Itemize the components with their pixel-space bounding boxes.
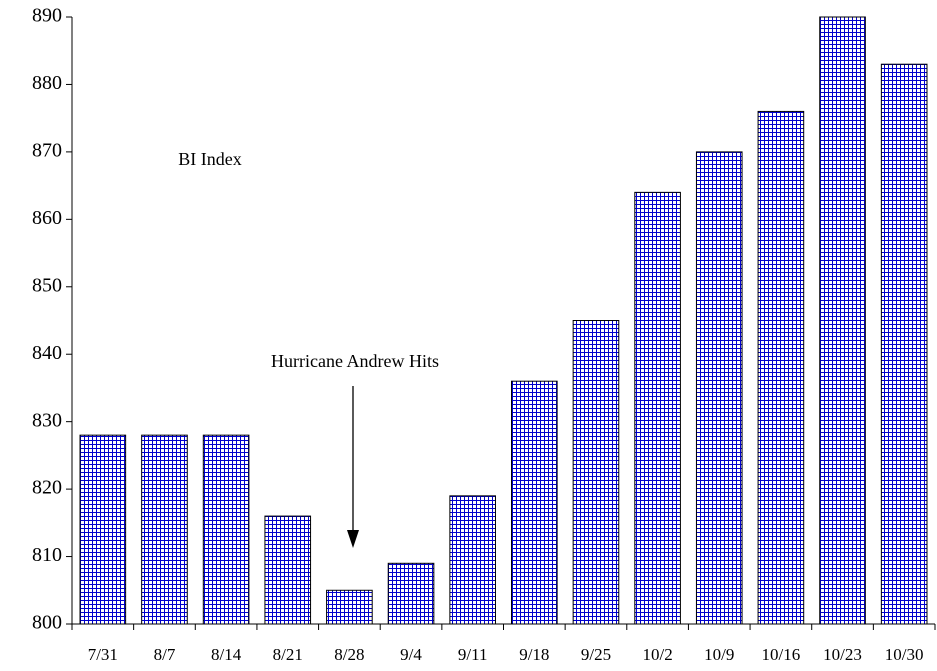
bar (264, 515, 312, 625)
x-tick-label: 8/28 (334, 645, 364, 664)
bar (757, 110, 805, 625)
bar (79, 434, 127, 625)
x-tick-label: 10/9 (704, 645, 734, 664)
y-tick-label: 820 (32, 477, 62, 499)
x-tick-label: 10/16 (762, 645, 801, 664)
x-tick-label: 9/11 (458, 645, 488, 664)
x-tick-label: 8/21 (273, 645, 303, 664)
bar (572, 320, 620, 625)
y-tick-label: 840 (32, 342, 62, 364)
y-tick-label: 850 (32, 274, 62, 296)
bar (449, 495, 496, 625)
x-tick-label: 9/25 (581, 645, 611, 664)
y-tick-label: 880 (32, 72, 62, 94)
x-tick-label: 10/30 (885, 645, 924, 664)
x-tick-label: 10/2 (642, 645, 672, 664)
x-tick-label: 9/18 (519, 645, 549, 664)
bar (880, 63, 928, 625)
x-tick-label: 7/31 (88, 645, 118, 664)
y-tick-label: 830 (32, 409, 62, 431)
bar (202, 434, 250, 625)
y-tick-label: 890 (32, 5, 62, 27)
x-tick-label: 9/4 (400, 645, 422, 664)
bar (634, 191, 681, 625)
annotation: BI Index (178, 149, 241, 169)
annotation-arrow (347, 386, 359, 548)
bar (141, 434, 188, 625)
x-tick-label: 8/7 (154, 645, 176, 664)
bar (695, 151, 743, 625)
annotation: Hurricane Andrew Hits (271, 351, 439, 371)
x-tick-label: 8/14 (211, 645, 242, 664)
bar (326, 589, 373, 625)
bar (511, 380, 558, 625)
x-tick-label: 10/23 (823, 645, 862, 664)
bar (819, 16, 866, 625)
y-tick-label: 870 (32, 139, 62, 161)
y-tick-label: 860 (32, 207, 62, 229)
y-tick-label: 800 (32, 612, 62, 634)
y-tick-label: 810 (32, 544, 62, 566)
bar (387, 562, 435, 625)
